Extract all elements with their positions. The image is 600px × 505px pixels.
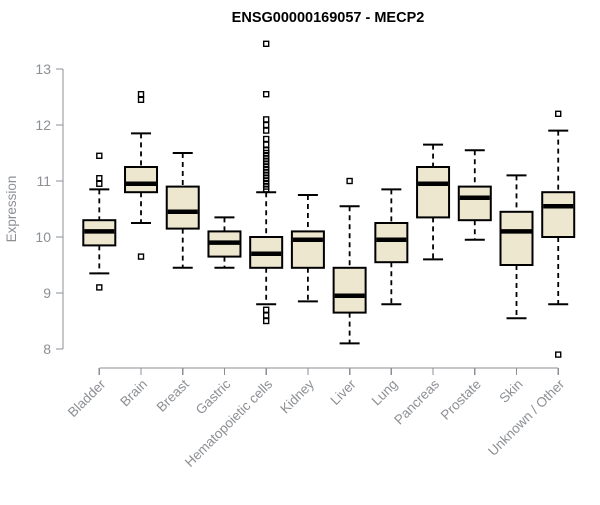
y-tick-label: 10 bbox=[35, 229, 51, 245]
boxplot-group bbox=[207, 216, 242, 269]
boxplot-group bbox=[124, 90, 159, 260]
outlier-point bbox=[137, 253, 145, 260]
x-tick-label: Unknown / Other bbox=[485, 376, 568, 459]
boxplot-group bbox=[374, 188, 409, 306]
outlier-point bbox=[96, 174, 103, 182]
x-tick-label: Prostate bbox=[438, 377, 484, 423]
boxplot-group bbox=[541, 110, 576, 358]
outlier-point bbox=[346, 177, 353, 185]
outlier-point bbox=[96, 284, 103, 291]
iqr-box bbox=[499, 210, 534, 267]
x-tick-label: Gastric bbox=[193, 376, 234, 417]
y-tick-label: 11 bbox=[36, 173, 51, 189]
chart-title: ENSG00000169057 - MECP2 bbox=[232, 10, 425, 26]
y-tick-label: 9 bbox=[43, 285, 51, 301]
x-tick-label: Breast bbox=[154, 376, 192, 414]
x-tick-label: Pancreas bbox=[391, 376, 442, 427]
outlier-point bbox=[137, 90, 145, 98]
boxplot-group bbox=[416, 143, 451, 261]
boxplot-group bbox=[499, 174, 534, 320]
boxplot-group bbox=[82, 152, 117, 291]
x-tick-label: Skin bbox=[496, 377, 525, 406]
y-axis: 8 9 10 11 12 13 bbox=[35, 61, 64, 357]
x-tick-label: Bladder bbox=[65, 376, 109, 420]
outlier-point bbox=[137, 96, 145, 104]
iqr-box bbox=[416, 166, 451, 219]
outlier-point bbox=[262, 121, 270, 129]
outlier-point bbox=[555, 351, 562, 358]
boxplot-series bbox=[82, 40, 576, 358]
outlier-point bbox=[555, 110, 562, 118]
y-tick-label: 8 bbox=[43, 341, 51, 357]
boxplot-group bbox=[457, 149, 492, 241]
boxplot-group bbox=[249, 40, 284, 325]
y-axis-label: Expression bbox=[4, 176, 19, 243]
iqr-box bbox=[290, 230, 325, 269]
boxplot-group bbox=[290, 194, 325, 303]
outlier-point bbox=[262, 90, 270, 98]
boxplot-group bbox=[332, 177, 367, 345]
outlier-point bbox=[262, 127, 270, 134]
outlier-point bbox=[262, 40, 270, 47]
outlier-point bbox=[262, 116, 270, 123]
outlier-point bbox=[262, 135, 270, 143]
y-tick-label: 12 bbox=[35, 117, 51, 133]
outlier-point bbox=[96, 152, 103, 160]
outlier-point bbox=[262, 317, 270, 325]
x-tick-label: Kidney bbox=[277, 376, 317, 416]
iqr-box bbox=[457, 185, 492, 222]
iqr-box bbox=[374, 222, 409, 264]
outlier-point bbox=[262, 186, 270, 193]
outlier-point bbox=[96, 180, 103, 188]
outlier-point bbox=[262, 312, 270, 319]
x-tick-label: Liver bbox=[327, 376, 359, 408]
outlier-point bbox=[262, 306, 270, 313]
y-tick-label: 13 bbox=[35, 61, 51, 77]
iqr-box bbox=[541, 191, 576, 238]
boxplot-group bbox=[165, 152, 200, 269]
x-tick-label: Lung bbox=[369, 377, 401, 409]
iqr-box bbox=[165, 185, 200, 230]
x-tick-label: Brain bbox=[117, 377, 150, 410]
outlier-point bbox=[262, 141, 270, 148]
iqr-box bbox=[332, 266, 367, 314]
iqr-box bbox=[124, 166, 159, 194]
